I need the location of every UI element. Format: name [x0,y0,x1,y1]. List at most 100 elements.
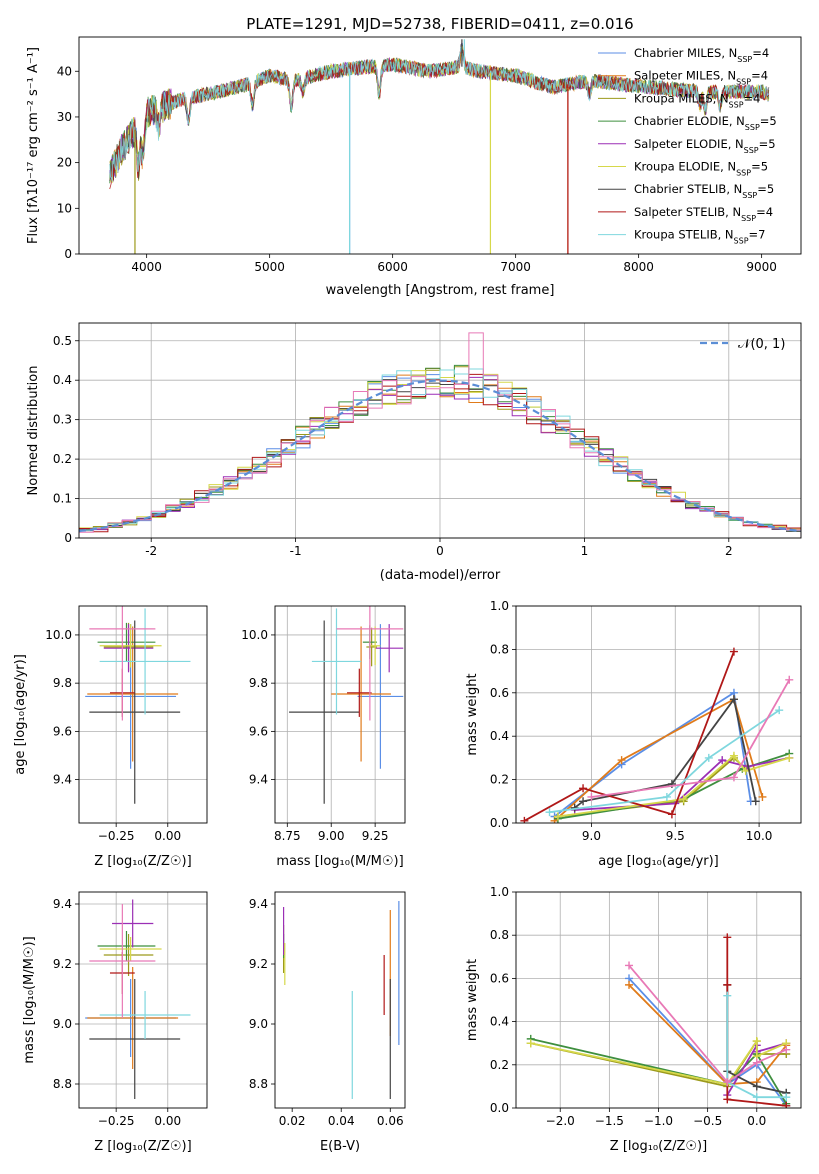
y-tick-label: 1.0 [490,599,509,613]
x-tick-label: −1.0 [644,1114,673,1128]
weight-marker [751,797,760,806]
x-tick-label: 10.0 [746,829,773,843]
plot-area [520,647,794,823]
x-axis-label: (data-model)/error [380,568,501,583]
weight-marker [667,810,676,819]
y-tick-label: 10.0 [241,628,268,642]
weight-marker [782,1093,791,1102]
weight-marker [625,961,634,970]
x-tick-label: −1.5 [595,1114,624,1128]
x-tick-label: 0.04 [328,1114,355,1128]
panel-mass_vs_ebv: 0.02 0.04 0.06 8.8 9.0 9.2 9.4 E(B-V) [249,891,406,1154]
y-tick-label: 8.8 [249,1077,268,1091]
y-tick-label: 0.4 [490,729,509,743]
x-tick-label: 5000 [254,260,285,274]
y-tick-label: 9.6 [249,724,268,738]
y-tick-label: 9.0 [249,1017,268,1031]
x-tick-label: 8.75 [274,829,301,843]
x-tick-label: −0.5 [693,1114,722,1128]
weight-marker [704,753,713,762]
y-tick-label: 9.4 [249,773,268,787]
normal-curve [79,379,801,533]
spectrum-line [109,46,770,182]
plot-area [289,606,404,804]
y-tick-label: 9.0 [53,1017,72,1031]
x-tick-label: 4000 [131,260,162,274]
y-tick-label: 9.8 [249,676,268,690]
weight-marker [553,812,562,821]
weight-marker [752,1093,761,1102]
y-tick-label: 0.3 [53,413,72,427]
y-tick-label: 10 [57,201,72,215]
y-tick-label: 0.8 [490,642,509,656]
legend-label: Chabrier MILES, NSSP=4 [634,46,769,64]
legend-label: Salpeter STELIB, NSSP=4 [634,205,773,223]
weight-line [628,984,788,1086]
x-tick-label: 8000 [623,260,654,274]
axes-frame [515,891,802,1109]
plot-area [526,933,791,1108]
spectrum-line [109,49,770,190]
weight-marker [526,1039,535,1048]
x-tick-label: -1 [290,544,302,558]
panel-age_vs_Z: −0.25 0.00 9.4 9.6 9.8 10.0 Z [log₁₀(Z/Z☉)] age… [13,605,208,869]
x-axis-label: Z [log₁₀(Z/Z☉)] [94,854,191,869]
y-tick-label: 0.6 [490,971,509,985]
axes-frame [274,891,406,1109]
weight-marker [752,1037,761,1046]
x-axis-label: age [log₁₀(age/yr)] [598,854,719,869]
weight-marker [723,991,732,1000]
weight-marker [545,808,554,817]
histogram-step [79,332,801,538]
y-tick-label: 1.0 [490,885,509,899]
x-tick-label: 0 [436,544,444,558]
panel-weight_vs_age: 9.0 9.5 10.0 0.0 0.2 0.4 0.6 0.8 1.0 age [log₁₀(a… [465,599,802,869]
y-tick-label: 8.8 [53,1077,72,1091]
weight-marker [729,695,738,704]
x-tick-label: -2 [145,544,157,558]
legend-label: 𝒩(0, 1) [738,337,785,352]
y-tick-label: 0.0 [490,1101,509,1115]
weight-line [628,977,788,1107]
y-tick-label: 0.2 [53,452,72,466]
weight-marker [752,1082,761,1091]
weight-marker [617,756,626,765]
plot-area [79,332,801,538]
x-tick-label: 9.25 [362,829,389,843]
weight-marker [579,784,588,793]
weight-marker [520,816,529,823]
weight-marker [775,706,784,715]
weight-marker [729,773,738,782]
legend-label: Salpeter MILES, NSSP=4 [634,69,768,87]
panel-age_vs_mass: 8.75 9.00 9.25 9.4 9.6 9.8 10.0 mass [log₁₀(M/M… [241,605,406,869]
x-tick-label: 1 [581,544,589,558]
weight-marker [785,675,794,684]
y-tick-label: 9.4 [53,897,72,911]
y-tick-label: 0.2 [490,1058,509,1072]
y-axis-label: mass weight [465,673,480,755]
axes-frame [78,36,802,255]
y-axis-label: mass weight [465,959,480,1041]
y-tick-label: 0 [64,531,72,545]
weight-marker [723,1095,732,1104]
y-tick-label: 9.4 [249,897,268,911]
legend-label: Chabrier ELODIE, NSSP=5 [634,114,777,132]
y-axis-label: age [log₁₀(age/yr)] [13,654,28,775]
x-tick-label: 9.00 [318,829,345,843]
panel-mass_vs_Z: −0.25 0.00 8.8 9.0 9.2 9.4 Z [log₁₀(Z/Z☉)] mass… [22,891,208,1154]
panel-spectrum: 4000 5000 6000 7000 8000 9000 0 10 20 30 40 wavelen… [26,36,802,298]
axes-frame [78,605,208,824]
y-tick-label: 0.4 [53,373,72,387]
x-axis-label: mass [log₁₀(M/M☉)] [276,854,403,869]
weight-marker [729,751,738,760]
legend-label: Kroupa ELODIE, NSSP=5 [634,160,768,178]
y-tick-label: 0.4 [490,1015,509,1029]
y-tick-label: 9.2 [53,957,72,971]
weight-marker [579,797,588,806]
weight-marker [587,792,596,801]
y-tick-label: 0.5 [53,334,72,348]
y-tick-label: 9.2 [249,957,268,971]
x-tick-label: 0.0 [747,1114,766,1128]
x-tick-label: 7000 [500,260,531,274]
